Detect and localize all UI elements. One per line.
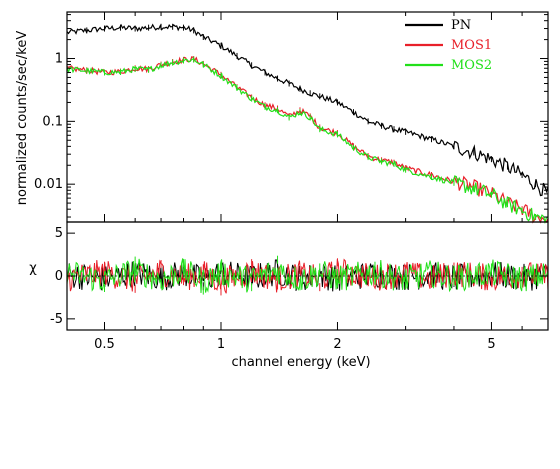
residual-panel: 5 0 -5 0.5 1 2 5	[50, 12, 549, 352]
top-y-axis-label: normalized counts/sec/keV	[15, 31, 30, 206]
residual-y-tick-label: -5	[50, 312, 63, 327]
x-tick-label: 1	[217, 337, 225, 352]
residual-y-tick-label: 0	[55, 269, 63, 284]
legend: PN MOS1 MOS2	[405, 18, 492, 73]
legend-label-mos1: MOS1	[451, 38, 492, 53]
x-tick-label: 2	[333, 337, 341, 352]
y-tick-label: 0.1	[42, 114, 63, 129]
spectrum-panel: 1 0.1 0.01	[34, 11, 549, 225]
y-tick-label: 1	[55, 52, 63, 67]
residual-series-mos1	[66, 258, 549, 296]
spectrum-line-mos1	[66, 55, 549, 224]
spectrum-line-mos2	[66, 58, 549, 225]
x-tick-label: 0.5	[94, 337, 115, 352]
x-axis-label: channel energy (keV)	[231, 355, 370, 370]
bottom-y-axis-label: χ	[29, 261, 37, 276]
residual-line-mos2	[66, 258, 549, 294]
spectrum-line-pn	[66, 23, 549, 197]
x-tick-label: 5	[487, 337, 495, 352]
residual-y-tick-label: 5	[55, 226, 63, 241]
residual-line-mos1	[66, 258, 549, 294]
legend-label-mos2: MOS2	[451, 58, 492, 73]
y-tick-label: 0.01	[34, 177, 63, 192]
legend-label-pn: PN	[451, 18, 471, 33]
